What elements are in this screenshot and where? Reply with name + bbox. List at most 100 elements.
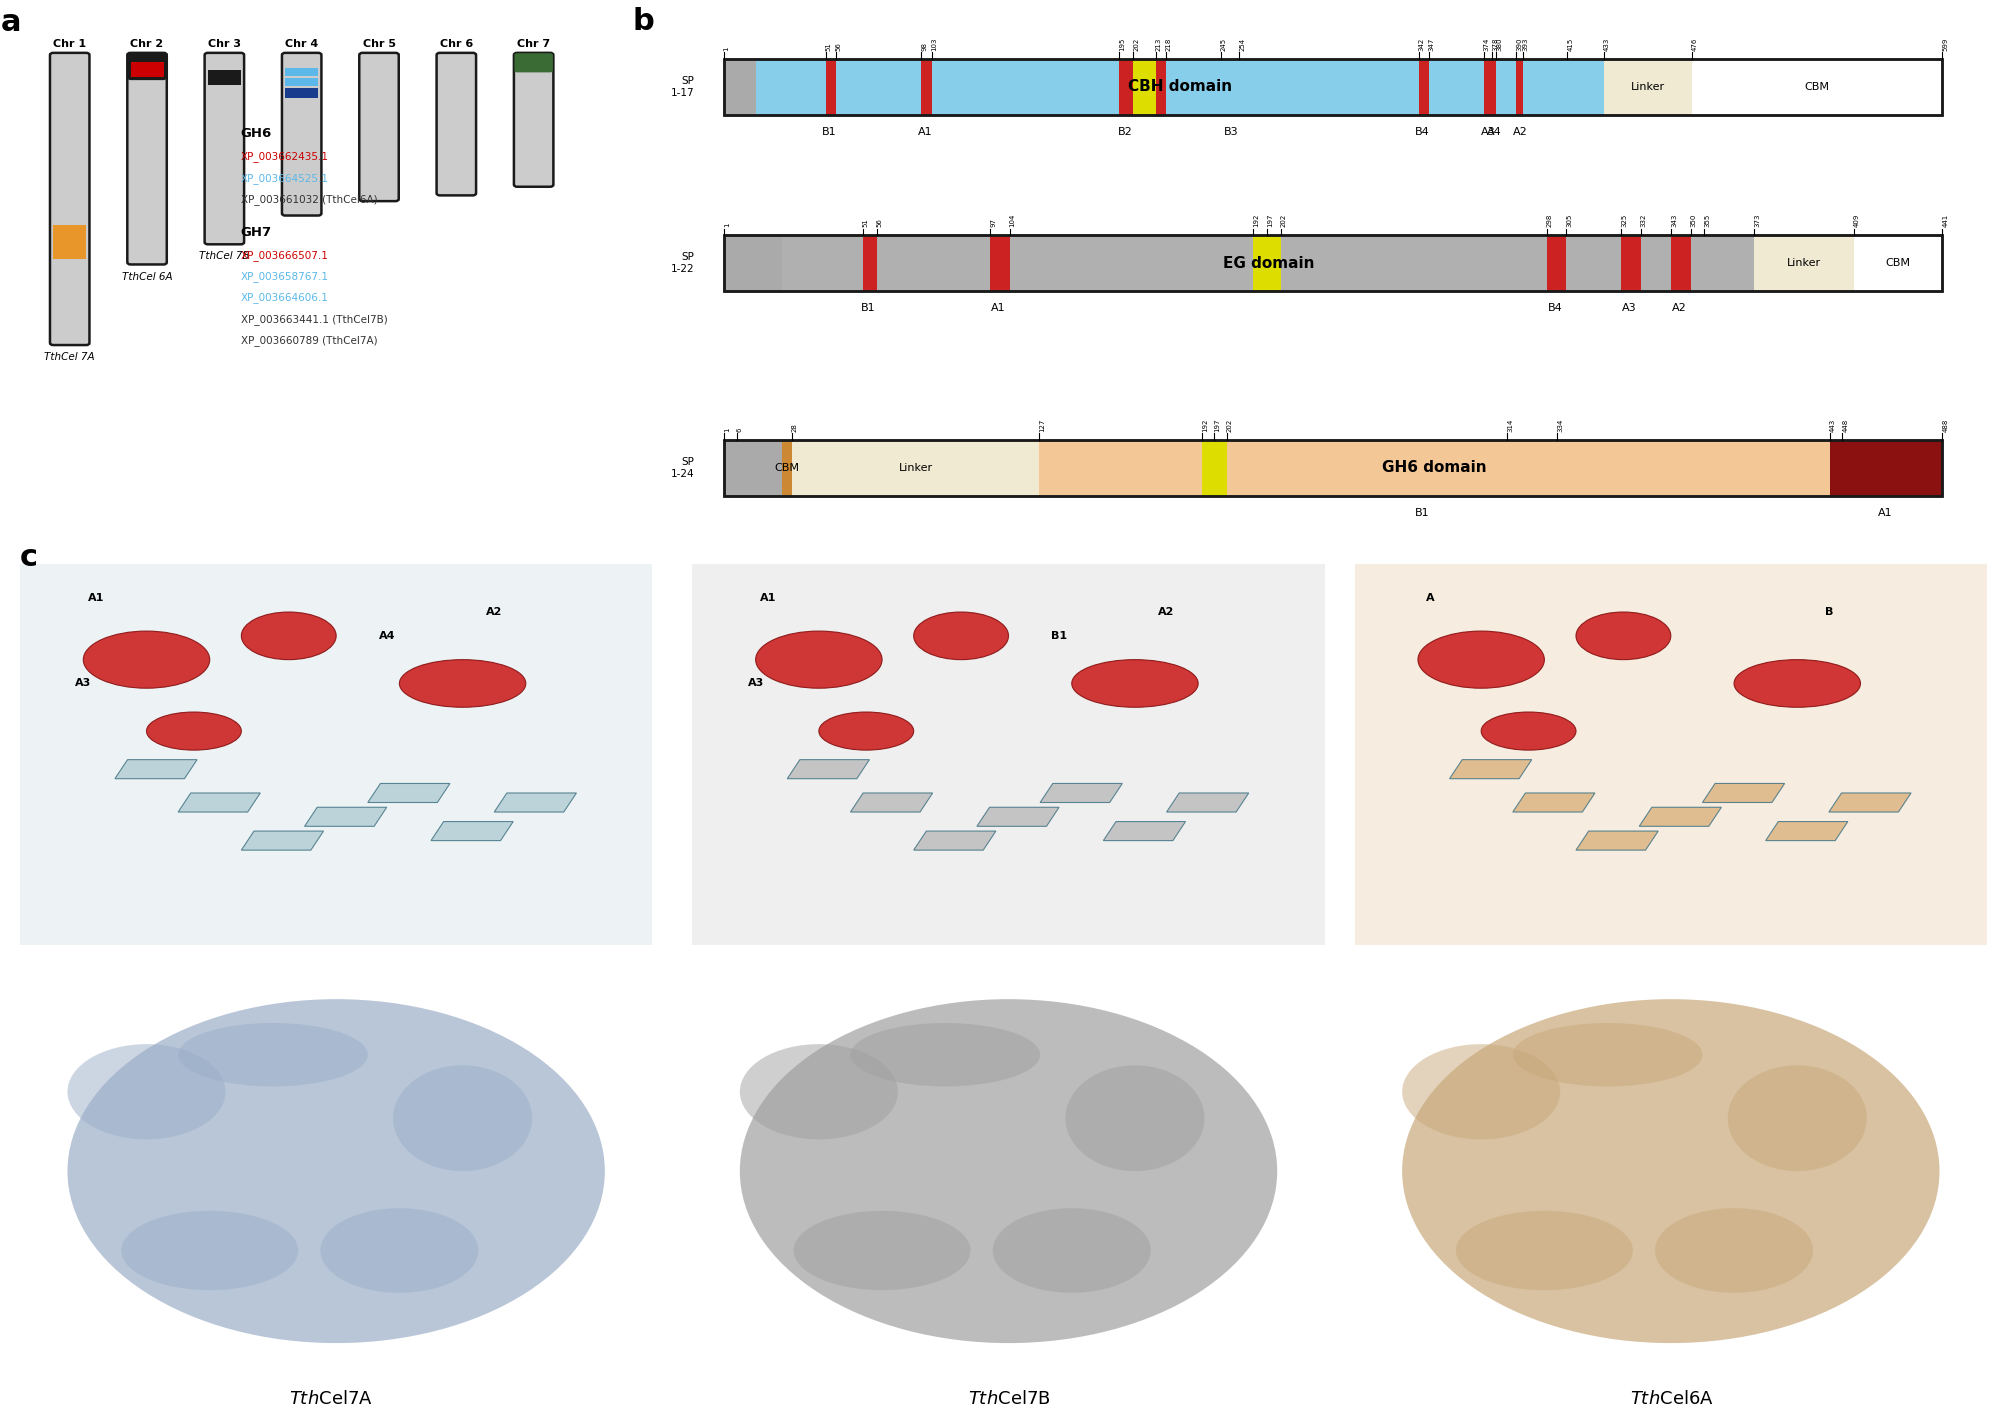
Text: Chr 7: Chr 7 xyxy=(518,38,550,49)
Bar xyxy=(725,59,757,114)
Text: Chr 5: Chr 5 xyxy=(363,38,395,49)
Ellipse shape xyxy=(1656,1208,1812,1292)
Bar xyxy=(285,78,319,86)
Text: A2: A2 xyxy=(1513,127,1527,137)
Ellipse shape xyxy=(1072,659,1198,707)
Ellipse shape xyxy=(393,1065,532,1171)
Bar xyxy=(725,440,781,495)
Ellipse shape xyxy=(793,1211,971,1290)
Text: XP_003658767.1: XP_003658767.1 xyxy=(241,271,329,282)
Text: A3: A3 xyxy=(747,679,765,689)
Text: 332: 332 xyxy=(1640,213,1646,227)
Polygon shape xyxy=(1575,831,1658,849)
Bar xyxy=(1517,59,1523,114)
Polygon shape xyxy=(787,759,869,779)
Text: TthCel 7B: TthCel 7B xyxy=(199,251,249,261)
Text: 197: 197 xyxy=(1266,213,1272,227)
Text: 599: 599 xyxy=(1943,37,1949,51)
Polygon shape xyxy=(179,793,261,811)
Text: XP_003664525.1: XP_003664525.1 xyxy=(241,172,329,183)
Bar xyxy=(1226,440,1830,495)
Text: GH6 domain: GH6 domain xyxy=(1383,460,1487,476)
Bar xyxy=(1565,236,1622,291)
Text: 355: 355 xyxy=(1704,213,1710,227)
Ellipse shape xyxy=(819,713,913,751)
Text: 1: 1 xyxy=(725,428,731,432)
Bar xyxy=(825,59,835,114)
Text: 488: 488 xyxy=(1943,418,1949,432)
Ellipse shape xyxy=(1734,659,1860,707)
Text: TthCel 7A: TthCel 7A xyxy=(44,353,94,363)
Text: $\it{Tth}$Cel7B: $\it{Tth}$Cel7B xyxy=(967,1390,1052,1408)
Text: 245: 245 xyxy=(1220,38,1226,51)
Text: c: c xyxy=(20,543,38,573)
Bar xyxy=(1491,59,1495,114)
FancyBboxPatch shape xyxy=(514,52,554,186)
Text: Chr 4: Chr 4 xyxy=(285,38,319,49)
Text: A3: A3 xyxy=(1481,127,1495,137)
Ellipse shape xyxy=(1403,1044,1559,1140)
Text: A1: A1 xyxy=(991,303,1006,313)
Text: Chr 3: Chr 3 xyxy=(209,38,241,49)
Text: A1: A1 xyxy=(917,127,933,137)
Bar xyxy=(1754,236,1854,291)
Text: TthCel 6A: TthCel 6A xyxy=(122,271,173,282)
Text: 334: 334 xyxy=(1557,418,1563,432)
Ellipse shape xyxy=(1728,1065,1867,1171)
Bar xyxy=(1134,59,1156,114)
Text: 380: 380 xyxy=(1495,37,1501,51)
Polygon shape xyxy=(851,793,933,811)
Bar xyxy=(1690,236,1754,291)
Ellipse shape xyxy=(1419,631,1545,689)
Text: B1: B1 xyxy=(1052,631,1068,641)
Text: 314: 314 xyxy=(1507,418,1513,432)
Text: 305: 305 xyxy=(1565,213,1571,227)
Text: SP
1-24: SP 1-24 xyxy=(670,457,694,478)
Text: 56: 56 xyxy=(835,42,841,51)
Bar xyxy=(921,59,931,114)
Text: A1: A1 xyxy=(1879,508,1893,518)
Text: 1: 1 xyxy=(725,47,731,51)
Polygon shape xyxy=(1449,759,1531,779)
Text: 415: 415 xyxy=(1567,37,1573,51)
Text: A3: A3 xyxy=(1622,303,1638,313)
Bar xyxy=(725,440,1943,495)
Bar xyxy=(1523,59,1604,114)
Text: XP_003661032 (TthCel6A): XP_003661032 (TthCel6A) xyxy=(241,193,377,205)
Ellipse shape xyxy=(741,999,1276,1343)
Bar xyxy=(1040,440,1202,495)
Text: B1: B1 xyxy=(861,303,875,313)
Text: 202: 202 xyxy=(1226,418,1232,432)
Polygon shape xyxy=(1640,807,1722,827)
Text: B3: B3 xyxy=(1224,127,1238,137)
Bar xyxy=(1166,59,1220,114)
Bar xyxy=(1622,236,1640,291)
Text: A1: A1 xyxy=(88,593,104,602)
Text: 443: 443 xyxy=(1830,418,1836,432)
Polygon shape xyxy=(1513,793,1596,811)
Text: B1: B1 xyxy=(1415,508,1429,518)
Text: 298: 298 xyxy=(1547,213,1553,227)
Text: a: a xyxy=(0,8,22,38)
Polygon shape xyxy=(1702,783,1784,803)
Bar xyxy=(725,236,1943,291)
Text: XP_003664606.1: XP_003664606.1 xyxy=(241,292,329,303)
Text: 378: 378 xyxy=(1491,37,1497,51)
Ellipse shape xyxy=(84,631,209,689)
Text: b: b xyxy=(632,7,654,37)
Text: XP_003662435.1: XP_003662435.1 xyxy=(241,151,329,162)
Text: Chr 1: Chr 1 xyxy=(52,38,86,49)
Text: 127: 127 xyxy=(1040,418,1046,432)
Ellipse shape xyxy=(1481,713,1575,751)
Text: Chr 2: Chr 2 xyxy=(130,38,165,49)
Polygon shape xyxy=(494,793,576,811)
Text: CBM: CBM xyxy=(1887,258,1911,268)
Text: 433: 433 xyxy=(1604,37,1610,51)
Text: 202: 202 xyxy=(1280,213,1286,227)
Text: 254: 254 xyxy=(1238,38,1244,51)
Text: Linker: Linker xyxy=(1632,82,1666,92)
Text: A3: A3 xyxy=(74,679,92,689)
Text: 476: 476 xyxy=(1692,37,1698,51)
Text: 441: 441 xyxy=(1943,213,1949,227)
Text: A2: A2 xyxy=(486,607,502,617)
